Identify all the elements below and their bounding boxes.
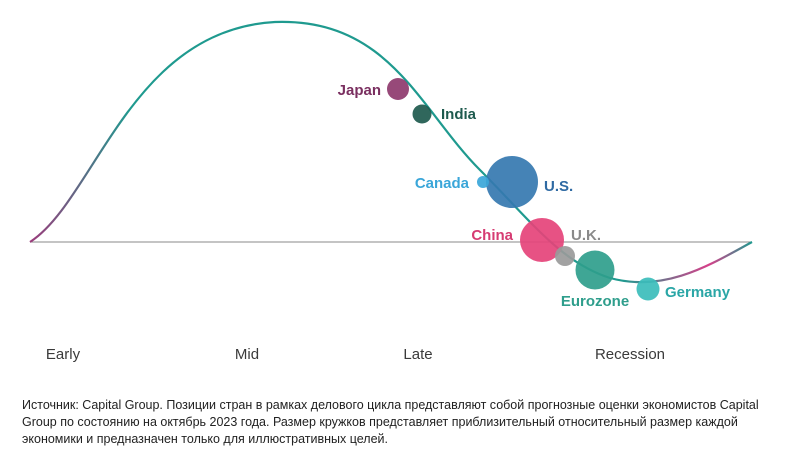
source-footnote: Источник: Capital Group. Позиции стран в…	[22, 398, 759, 446]
label-eurozone: Eurozone	[561, 293, 629, 310]
phase-label-mid: Mid	[235, 346, 259, 363]
label-us: U.S.	[544, 178, 573, 195]
bubble-japan	[387, 78, 409, 100]
phase-label-early: Early	[46, 346, 81, 363]
business-cycle-curve	[29, 20, 753, 284]
bubble-china	[520, 218, 564, 262]
label-uk: U.K.	[571, 227, 601, 244]
bubble-canada	[477, 176, 489, 188]
label-india: India	[441, 106, 477, 123]
business-cycle-diagram: Japan India Canada U.S. China U.K. Euroz…	[29, 20, 753, 363]
label-china: China	[471, 227, 513, 244]
label-canada: Canada	[415, 175, 470, 192]
country-labels: Japan India Canada U.S. China U.K. Euroz…	[338, 82, 731, 310]
phase-label-recession: Recession	[595, 346, 665, 363]
phase-label-late: Late	[403, 346, 432, 363]
bubble-eurozone	[575, 250, 615, 290]
bubble-germany	[636, 277, 660, 301]
country-bubbles	[387, 78, 660, 301]
bubble-uk	[555, 246, 575, 266]
label-japan: Japan	[338, 82, 381, 99]
bubble-us	[486, 156, 538, 208]
phase-labels: Early Mid Late Recession	[46, 346, 665, 363]
bubble-india	[412, 104, 432, 124]
label-germany: Germany	[665, 284, 731, 301]
